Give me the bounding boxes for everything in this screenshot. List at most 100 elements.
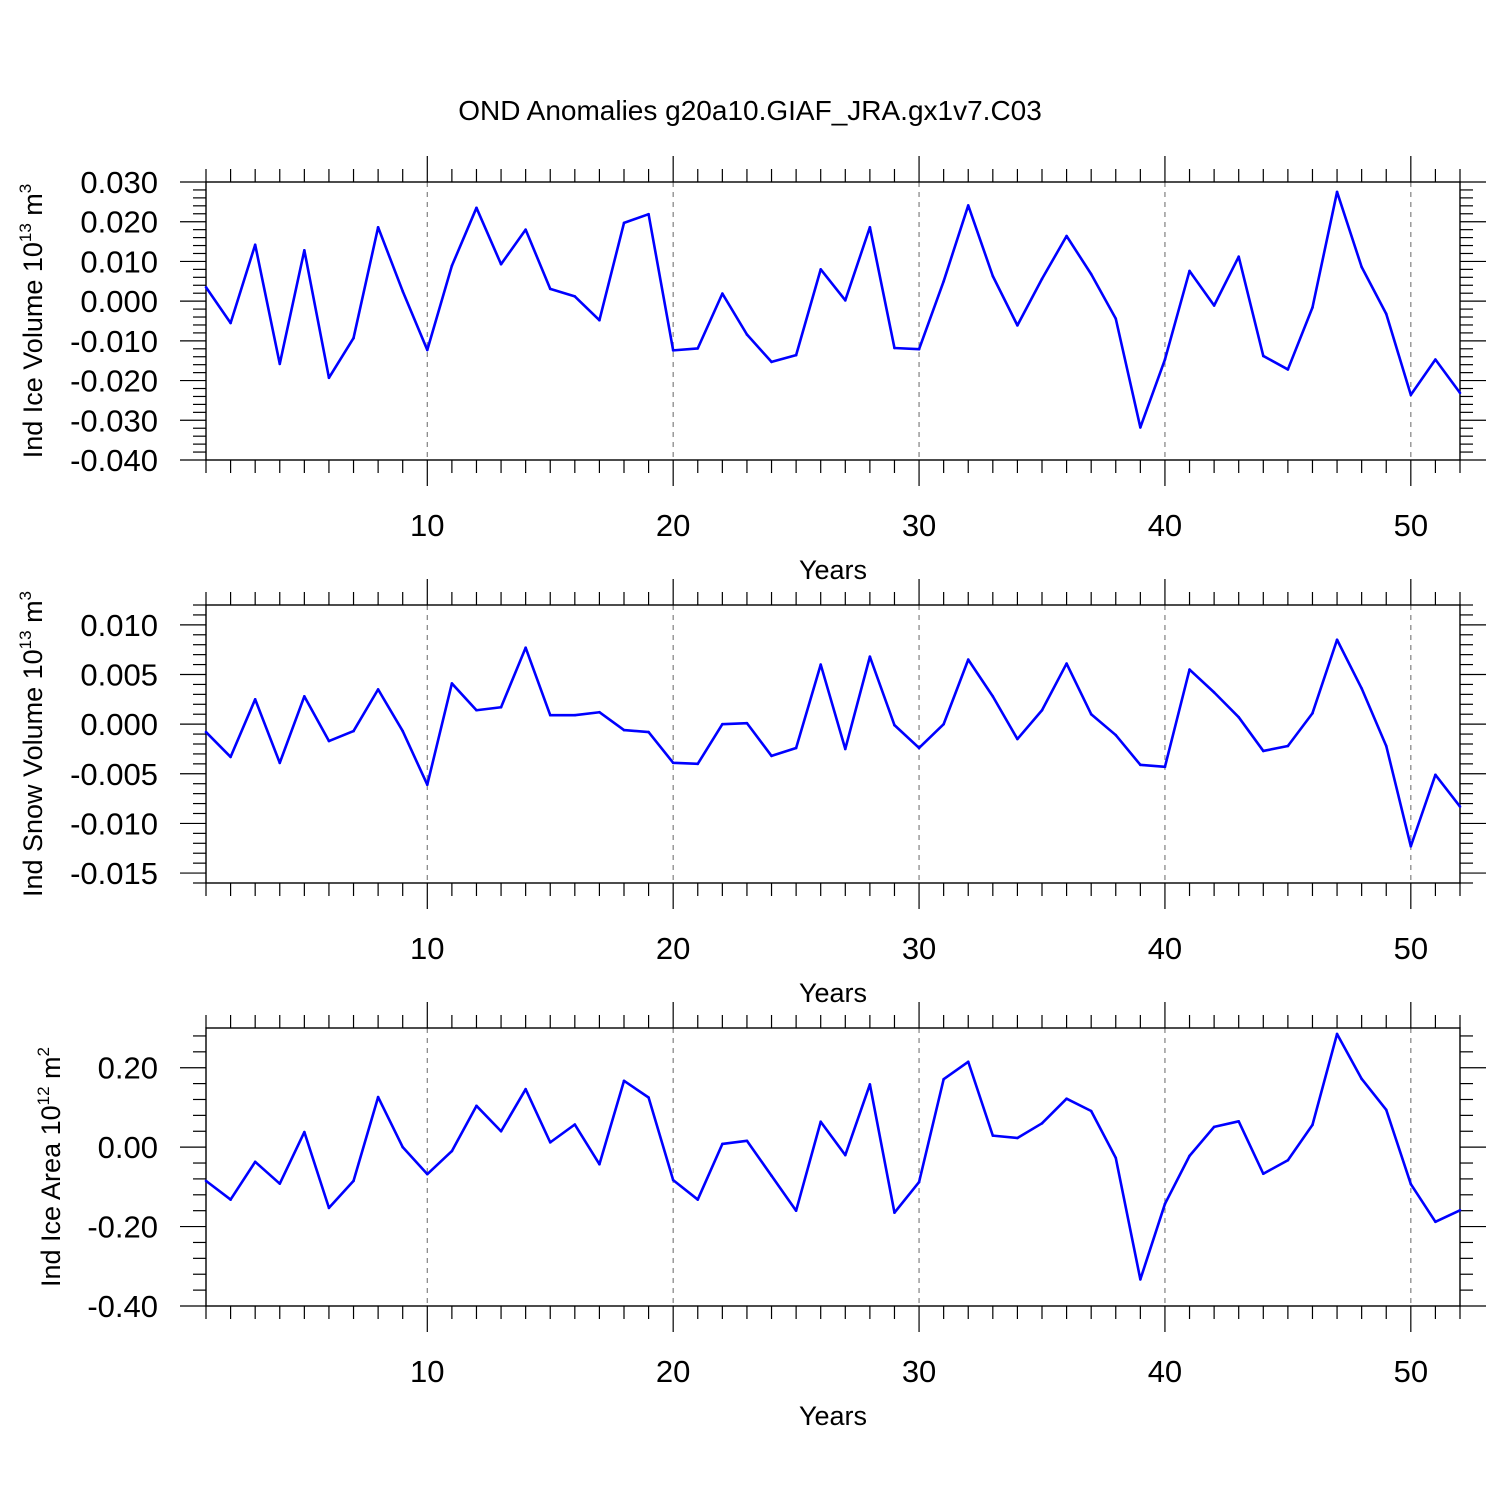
- data-point: [1458, 805, 1462, 808]
- y-tick-label: -0.005: [70, 757, 158, 792]
- data-point: [1261, 354, 1265, 358]
- data-point: [1188, 668, 1191, 671]
- y-axis-label: Ind Ice Area 1012 m2: [34, 1047, 66, 1287]
- data-point: [278, 362, 282, 366]
- data-point: [1016, 737, 1019, 741]
- data-point: [1065, 662, 1068, 665]
- y-axis-label-text: Ind Ice Area 10: [36, 1105, 66, 1287]
- data-point: [327, 376, 331, 380]
- data-point: [1311, 711, 1314, 715]
- data-point: [893, 723, 896, 727]
- y-tick-label: -0.020: [70, 364, 158, 399]
- y-tick-label: 0.00: [98, 1130, 158, 1165]
- data-point: [819, 1120, 823, 1124]
- y-axis-label-exponent: 13: [16, 223, 35, 242]
- y-tick-label: 0.010: [80, 244, 158, 279]
- y-tick-label: -0.010: [70, 806, 158, 841]
- data-point: [1335, 190, 1339, 194]
- data-point: [1311, 1123, 1314, 1127]
- x-axis-label: Years: [799, 555, 867, 585]
- y-tick-label: 0.030: [80, 165, 158, 200]
- data-point: [745, 721, 749, 725]
- data-point: [204, 1179, 208, 1183]
- data-point: [573, 295, 577, 298]
- y-axis-label-text: Ind Ice Volume 10: [18, 242, 48, 458]
- x-tick-label: 40: [1148, 1354, 1182, 1389]
- data-point: [1458, 1208, 1462, 1212]
- data-point: [1335, 638, 1339, 642]
- data-point: [598, 318, 601, 322]
- y-tick-label: -0.015: [70, 856, 158, 891]
- data-point: [450, 682, 454, 685]
- data-point: [376, 225, 380, 229]
- data-point: [573, 1123, 577, 1126]
- data-point: [524, 646, 527, 649]
- data-point: [1089, 712, 1093, 716]
- data-point: [1335, 1032, 1339, 1036]
- data-point: [868, 225, 872, 229]
- data-point: [1139, 763, 1142, 767]
- x-tick-label: 30: [902, 1354, 936, 1389]
- x-tick-label: 50: [1394, 1354, 1428, 1389]
- data-point: [548, 713, 552, 717]
- x-tick-label: 20: [656, 508, 690, 543]
- data-point: [598, 1162, 601, 1166]
- panel-ice-volume: -0.040 -0.030 -0.020 -0.010 0.000 0.010 0.020 0…: [16, 156, 1486, 585]
- y-axis-label-unit-exponent: 3: [16, 591, 35, 600]
- x-tick-label: 10: [410, 1354, 444, 1389]
- data-point: [352, 729, 355, 733]
- x-tick-label: 30: [902, 508, 936, 543]
- data-point: [303, 249, 306, 252]
- data-point: [303, 695, 306, 698]
- data-point: [1434, 773, 1437, 777]
- data-point: [352, 336, 355, 340]
- data-point: [1434, 358, 1437, 361]
- y-tick-label: 0.20: [98, 1051, 158, 1086]
- data-point: [1237, 255, 1241, 258]
- data-point: [401, 289, 405, 293]
- data-point: [1311, 306, 1314, 309]
- y-axis-label-unit-exponent: 3: [16, 184, 35, 193]
- data-point: [1360, 687, 1363, 690]
- x-axis-label: Years: [799, 978, 867, 1008]
- data-point: [278, 1182, 282, 1185]
- data-point: [1163, 358, 1167, 361]
- y-axis-label-exponent: 12: [34, 1086, 53, 1105]
- data-point: [917, 746, 921, 750]
- data-point: [327, 739, 331, 743]
- data-point: [991, 274, 995, 278]
- series-line: [204, 190, 1462, 429]
- x-tick-label: 30: [902, 931, 936, 966]
- y-tick-label: -0.20: [87, 1210, 158, 1245]
- data-point: [1409, 393, 1413, 397]
- plot-frame: [205, 604, 1461, 884]
- x-tick-label: 40: [1148, 931, 1182, 966]
- data-point: [1384, 744, 1388, 748]
- y-tick-label: 0.000: [80, 707, 158, 742]
- y-axis-label-unit-exponent: 2: [34, 1047, 53, 1056]
- data-point: [794, 1209, 798, 1212]
- data-point: [1040, 277, 1044, 281]
- data-point: [1016, 324, 1019, 327]
- series-line: [205, 638, 1462, 848]
- data-point: [1163, 1202, 1167, 1206]
- y-tick-label: -0.030: [70, 403, 158, 438]
- data-point: [229, 1198, 232, 1201]
- data-point: [917, 347, 921, 351]
- data-point: [352, 1179, 355, 1183]
- data-point: [1360, 1077, 1363, 1081]
- y-tick-label: 0.010: [80, 608, 158, 643]
- x-tick-label: 50: [1394, 931, 1428, 966]
- data-point: [1434, 1220, 1437, 1224]
- data-point: [376, 1095, 380, 1099]
- data-point: [721, 722, 724, 726]
- data-point: [966, 204, 970, 207]
- data-point: [425, 348, 429, 352]
- data-point: [204, 730, 208, 734]
- data-point: [425, 1172, 429, 1176]
- data-point: [253, 698, 257, 701]
- data-point: [1458, 391, 1462, 395]
- data-point: [991, 1134, 995, 1137]
- data-point: [1040, 708, 1044, 712]
